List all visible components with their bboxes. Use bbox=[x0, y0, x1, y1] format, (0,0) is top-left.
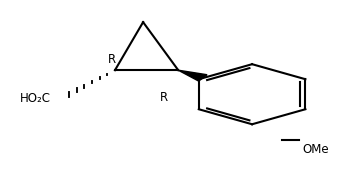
Text: R: R bbox=[160, 91, 168, 104]
Text: HO₂C: HO₂C bbox=[20, 92, 51, 105]
Text: OMe: OMe bbox=[302, 143, 329, 156]
Text: R: R bbox=[107, 53, 115, 66]
Polygon shape bbox=[178, 70, 207, 81]
